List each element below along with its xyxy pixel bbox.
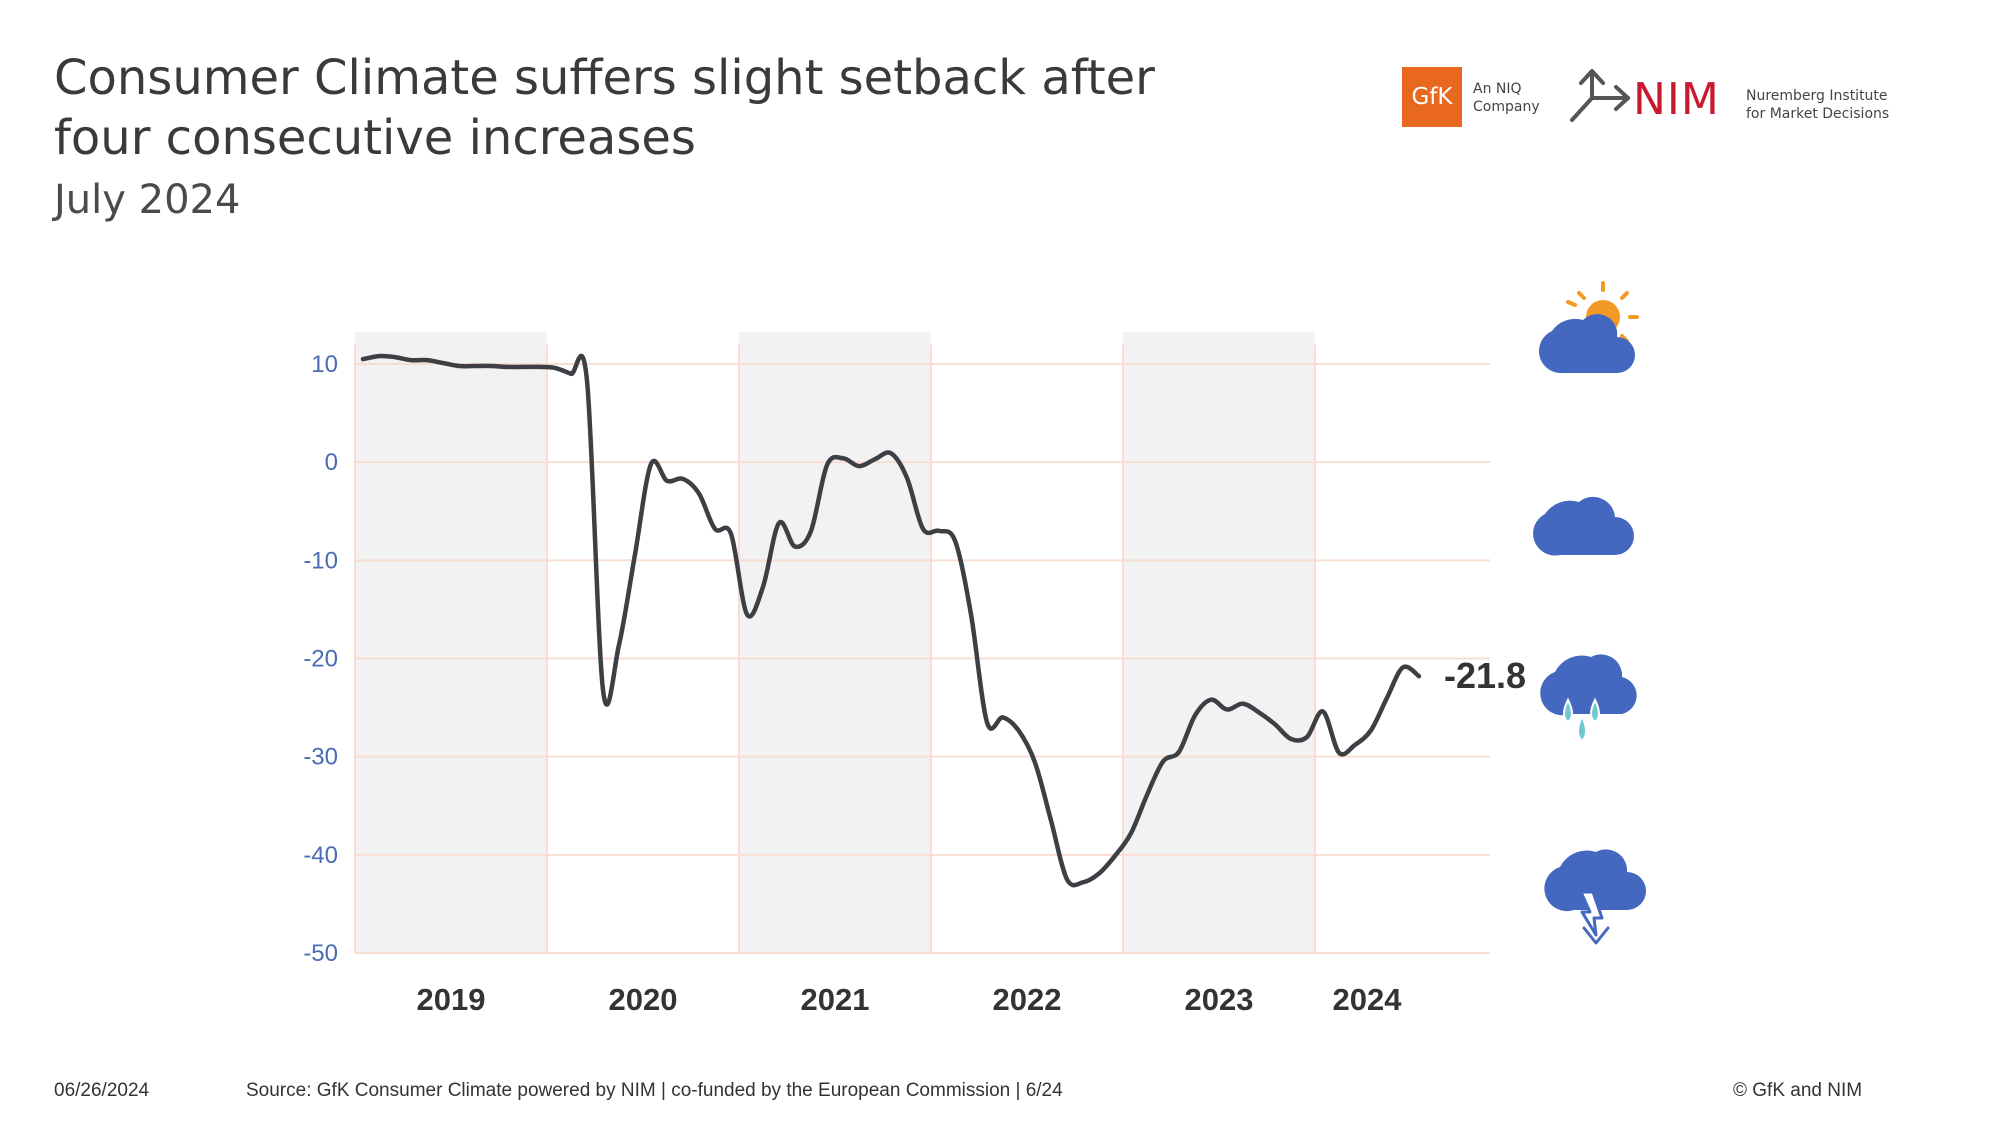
year-shade-2021 [739,332,931,953]
nim-logo: NIM [1633,74,1720,125]
y-tick-label: -10 [303,547,338,574]
last-value-label: -21.8 [1444,655,1526,696]
year-label-2021: 2021 [801,982,870,1017]
gridlines [355,363,1490,954]
year-shade-2019 [355,332,547,953]
y-tick-label: -20 [303,646,338,673]
year-label-2020: 2020 [609,982,678,1017]
gfk-logo-subtitle: An NIQ Company [1473,80,1540,116]
nim-arrow-icon [1570,69,1630,122]
footer-copyright: © GfK and NIM [1733,1080,1863,1101]
year-label-2022: 2022 [993,982,1062,1017]
year-shade-2023 [1123,332,1315,953]
footer-source: Source: GfK Consumer Climate powered by … [246,1080,1063,1101]
gfk-logo-line2: Company [1473,99,1540,115]
y-tick-label: -30 [303,744,338,771]
nim-logo-subtitle: Nuremberg Institute for Market Decisions [1746,87,1889,123]
nim-logo-line1: Nuremberg Institute [1746,88,1888,104]
sun-cloud-icon [1538,281,1639,374]
y-tick-label: 10 [311,351,338,378]
consumer-climate-line [360,353,1422,888]
page-subtitle: July 2024 [54,177,241,223]
nim-logo-line2: for Market Decisions [1746,106,1890,122]
x-axis-year-labels: 2019 2020 2021 2022 2023 2024 [417,982,1403,1017]
y-tick-label: -40 [303,842,338,869]
y-tick-label: -50 [303,940,338,967]
thunder-cloud-icon [1544,849,1646,945]
cloud-icon [1533,496,1634,556]
y-tick-label: 0 [325,449,338,476]
year-label-2019: 2019 [417,982,486,1017]
consumer-climate-chart: 100-10-20-30-40-50 2019 2020 2021 2022 2023 2… [303,281,1646,1017]
page-title: Consumer Climate suffers slight setback … [54,50,1155,166]
gfk-logo: GfK [1402,67,1462,127]
year-shading [354,332,1316,953]
footer-date: 06/26/2024 [54,1080,150,1101]
y-axis-ticks: 10 0 -10 -20 -30 -40 -50 [303,351,338,967]
year-label-2024: 2024 [1333,982,1403,1017]
gfk-logo-line1: An NIQ [1473,81,1522,97]
year-label-2023: 2023 [1185,982,1254,1017]
rain-cloud-icon [1540,654,1637,743]
